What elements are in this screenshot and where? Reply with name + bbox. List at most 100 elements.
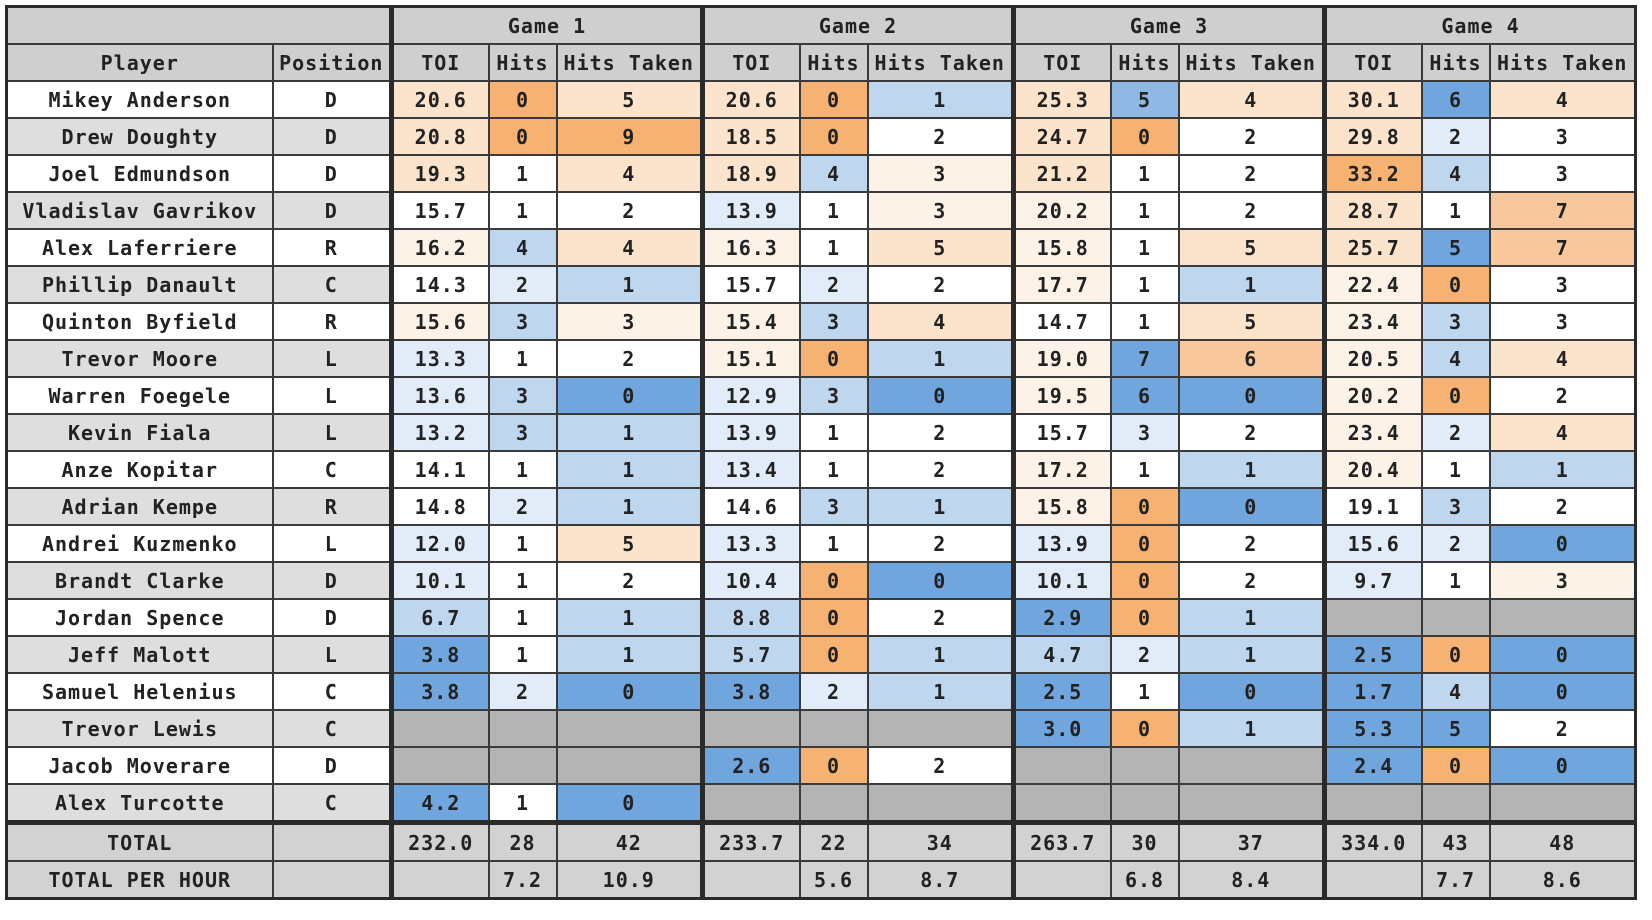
stat-cell: 13.2 [389,413,490,452]
stat-cell: 33.2 [1322,154,1423,193]
stat-cell: 13.3 [700,524,801,563]
stat-cell: 18.5 [700,117,801,156]
stat-cell: 0 [1420,746,1491,785]
stat-cell: 3.8 [700,672,801,711]
player-name: Drew Doughty [5,117,274,156]
column-header: Player [5,43,274,82]
stat-cell: 0 [798,561,869,600]
empty-cell [1177,746,1326,785]
player-row: Trevor Moore L 13.3 1 2 15.1 0 1 19.0 7 6 20.5 4 4 [5,339,1637,378]
stat-cell: 19.3 [389,154,490,193]
player-name: Jeff Malott [5,635,274,674]
stat-cell: 16.2 [389,228,490,267]
stat-cell: 15.8 [1011,228,1112,267]
position: D [271,191,393,230]
stat-cell: 10.4 [700,561,801,600]
total-cell: 263.7 [1011,820,1112,862]
stat-cell: 1 [1109,450,1180,489]
stat-cell: 4 [487,228,558,267]
stat-cell: 7 [1109,339,1180,378]
stat-cell: 0 [555,783,704,824]
stat-cell: 4 [1177,80,1326,119]
position: L [271,524,393,563]
player-name: Alex Laferriere [5,228,274,267]
empty-cell [700,860,801,900]
stat-cell: 19.0 [1011,339,1112,378]
player-row: Adrian Kempe R 14.8 2 1 14.6 3 1 15.8 0 0 19.1 3 2 [5,487,1637,526]
stat-cell: 4 [866,302,1015,341]
stat-cell: 23.4 [1322,302,1423,341]
stat-cell: 30.1 [1322,80,1423,119]
empty-cell [798,783,869,824]
position: L [271,376,393,415]
column-header: Hits [1420,43,1491,82]
stat-cell: 2 [866,117,1015,156]
stat-cell: 15.1 [700,339,801,378]
stat-cell: 21.2 [1011,154,1112,193]
stat-cell: 0 [555,672,704,711]
column-header: TOI [1011,43,1112,82]
stat-cell: 1 [1420,191,1491,230]
position: L [271,413,393,452]
player-name: Phillip Danault [5,265,274,304]
stat-cell: 3 [798,376,869,415]
stat-cell: 1 [487,598,558,637]
stat-cell: 0 [1488,524,1637,563]
stat-cell: 1 [866,339,1015,378]
stat-cell: 2 [866,265,1015,304]
stat-cell: 5 [555,80,704,119]
stat-cell: 13.9 [700,413,801,452]
stat-cell: 3.8 [389,672,490,711]
empty-cell [389,709,490,748]
position: C [271,265,393,304]
total-row: TOTAL 232.0 28 42 233.7 22 34 263.7 30 37 334.0 43 4… [5,820,1637,862]
total-cell: 5.6 [798,860,869,900]
stat-cell: 20.5 [1322,339,1423,378]
stat-cell: 15.6 [389,302,490,341]
stat-cell: 4 [1420,154,1491,193]
stat-cell: 12.0 [389,524,490,563]
stat-cell: 1 [1177,265,1326,304]
total-cell: 233.7 [700,820,801,862]
stat-cell: 0 [798,339,869,378]
column-header: TOI [389,43,490,82]
empty-cell [866,709,1015,748]
stat-cell: 20.6 [389,80,490,119]
stat-cell: 3 [798,302,869,341]
stat-cell: 0 [1420,376,1491,415]
stat-cell: 7 [1488,191,1637,230]
stat-cell: 3 [1488,302,1637,341]
stat-cell: 3 [487,376,558,415]
stat-cell: 6 [1109,376,1180,415]
stat-cell: 14.1 [389,450,490,489]
stat-cell: 2 [866,746,1015,785]
stat-cell: 20.6 [700,80,801,119]
total-cell: 30 [1109,820,1180,862]
stat-cell: 4 [555,154,704,193]
stat-cell: 0 [1109,561,1180,600]
position: D [271,561,393,600]
empty-cell [1322,598,1423,637]
player-row: Jacob Moverare D 2.6 0 2 2.4 0 0 [5,746,1637,785]
group-row: Game 1 Game 2 Game 3 Game 4 [5,5,1637,45]
table-body: Mikey Anderson D 20.6 0 5 20.6 0 1 25.3 5 4 30.1 6 4 D… [5,80,1637,900]
position: R [271,228,393,267]
stat-cell: 2.5 [1322,635,1423,674]
stat-cell: 2 [1488,487,1637,526]
stat-cell: 1 [487,561,558,600]
player-name: Quinton Byfield [5,302,274,341]
table-header: Game 1 Game 2 Game 3 Game 4 Player Position… [5,5,1637,82]
stat-cell: 18.9 [700,154,801,193]
stat-cell: 6 [1420,80,1491,119]
player-name: Jacob Moverare [5,746,274,785]
stat-cell: 0 [555,376,704,415]
total-cell: 334.0 [1322,820,1423,862]
stat-cell: 1 [555,265,704,304]
column-row: Player Position TOI Hits Hits Taken TOI Hits… [5,43,1637,82]
stat-cell: 19.5 [1011,376,1112,415]
player-row: Joel Edmundson D 19.3 1 4 18.9 4 3 21.2 1 2 33.2 4 3 [5,154,1637,193]
stat-cell: 20.4 [1322,450,1423,489]
stat-cell: 0 [798,746,869,785]
stat-cell: 2 [866,524,1015,563]
